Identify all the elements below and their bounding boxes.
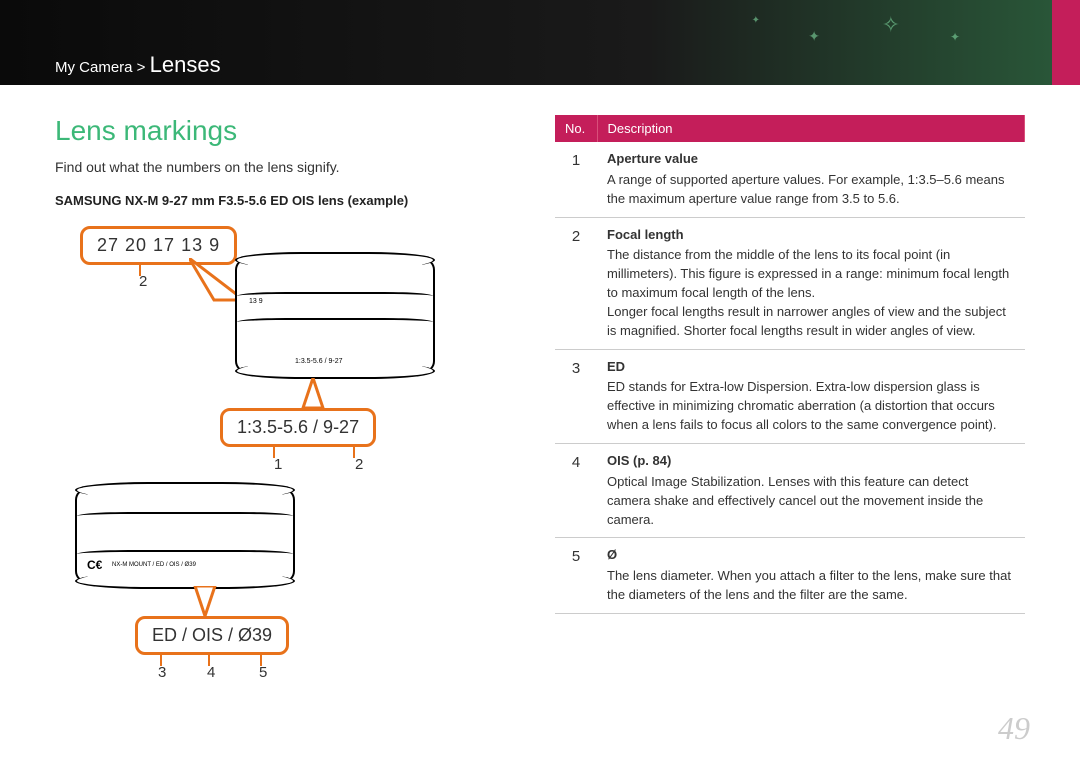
right-column: No. Description 1 Aperture valueA range …: [555, 115, 1025, 698]
callout-ref-1: 1: [274, 456, 282, 473]
row-desc: ØThe lens diameter. When you attach a fi…: [597, 538, 1025, 614]
description-table: No. Description 1 Aperture valueA range …: [555, 115, 1025, 614]
row-desc: Focal lengthThe distance from the middle…: [597, 217, 1025, 349]
decoration-star-icon: ✦: [950, 30, 960, 44]
table-row: 4 OIS (p. 84)Optical Image Stabilization…: [555, 443, 1025, 537]
lens-side-illustration: 13 9 1:3.5-5.6 / 9-27: [235, 258, 435, 373]
breadcrumb: My Camera > Lenses: [55, 52, 221, 78]
callout-pointer-icon: [185, 586, 225, 620]
left-column: Lens markings Find out what the numbers …: [55, 115, 525, 698]
callout-ed-ois: ED / OIS / Ø39: [135, 616, 289, 655]
lens-barrel-numbers: 13 9: [249, 298, 263, 305]
row-no: 3: [555, 349, 597, 443]
row-no: 4: [555, 443, 597, 537]
lens-inscription-1: 1:3.5-5.6 / 9-27: [295, 358, 342, 365]
lens-inscription-2: NX-M MOUNT / ED / OIS / Ø39: [112, 562, 196, 568]
side-tab: [1052, 0, 1080, 85]
table-row: 3 EDED stands for Extra-low Dispersion. …: [555, 349, 1025, 443]
page-header: ✦ ✦ ✧ ✦ My Camera > Lenses: [0, 0, 1080, 85]
table-header-no: No.: [555, 115, 597, 142]
callout-text: ED / OIS / Ø39: [152, 625, 272, 645]
breadcrumb-prefix: My Camera >: [55, 59, 145, 76]
callout-text: 1:3.5-5.6 / 9-27: [237, 417, 359, 437]
decoration-star-icon: ✧: [882, 12, 900, 38]
callout-ref-3: 3: [158, 664, 166, 681]
table-row: 5 ØThe lens diameter. When you attach a …: [555, 538, 1025, 614]
decoration-star-icon: ✦: [808, 28, 820, 45]
callout-ref-5: 5: [259, 664, 267, 681]
callout-text: 27 20 17 13 9: [97, 235, 220, 255]
table-row: 2 Focal lengthThe distance from the midd…: [555, 217, 1025, 349]
row-no: 1: [555, 142, 597, 217]
table-header-desc: Description: [597, 115, 1025, 142]
callout-ref-4: 4: [207, 664, 215, 681]
decoration-star-icon: ✦: [752, 15, 760, 26]
section-title: Lens markings: [55, 115, 525, 147]
lens-front-illustration: C€ NX-M MOUNT / ED / OIS / Ø39: [75, 488, 295, 583]
row-no: 5: [555, 538, 597, 614]
row-no: 2: [555, 217, 597, 349]
example-label: SAMSUNG NX-M 9-27 mm F3.5-5.6 ED OIS len…: [55, 193, 525, 208]
callout-ref-2: 2: [139, 273, 147, 290]
row-desc: OIS (p. 84)Optical Image Stabilization. …: [597, 443, 1025, 537]
lens-diagram: 27 20 17 13 9 2 13 9 1:3.5-5.6 / 9-27 1:…: [55, 218, 525, 698]
breadcrumb-current: Lenses: [150, 52, 221, 77]
callout-pointer-icon: [293, 378, 333, 412]
callout-ref-2b: 2: [355, 456, 363, 473]
page-number: 49: [998, 710, 1030, 747]
callout-aperture: 1:3.5-5.6 / 9-27: [220, 408, 376, 447]
table-body: 1 Aperture valueA range of supported ape…: [555, 142, 1025, 613]
row-desc: Aperture valueA range of supported apert…: [597, 142, 1025, 217]
table-row: 1 Aperture valueA range of supported ape…: [555, 142, 1025, 217]
content-area: Lens markings Find out what the numbers …: [0, 85, 1080, 698]
row-desc: EDED stands for Extra-low Dispersion. Ex…: [597, 349, 1025, 443]
intro-text: Find out what the numbers on the lens si…: [55, 159, 525, 175]
